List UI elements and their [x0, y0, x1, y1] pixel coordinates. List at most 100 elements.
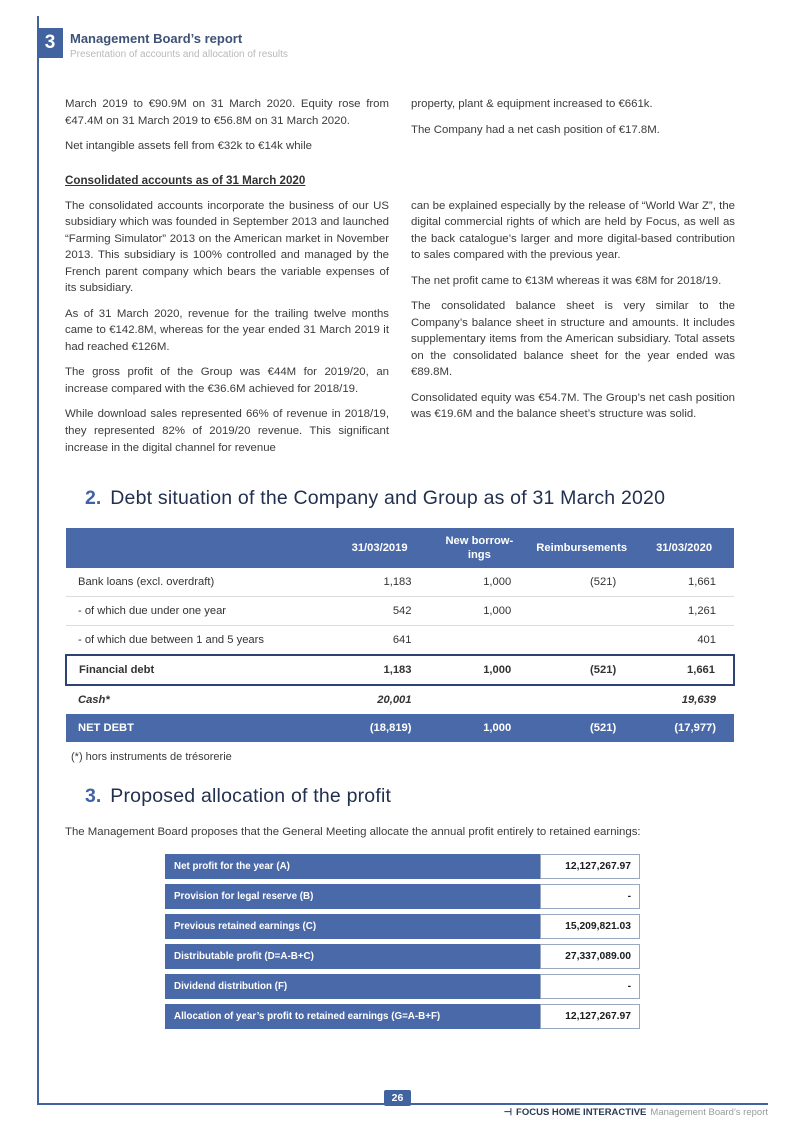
table-row-bank-loans: Bank loans (excl. overdraft) 1,183 1,000…: [66, 568, 734, 598]
consolidated-accounts-heading: Consolidated accounts as of 31 March 202…: [65, 173, 306, 187]
header-text: Management Board’s report Presentation o…: [70, 28, 288, 60]
allocation-row-legal-reserve: Provision for legal reserve (B) -: [165, 884, 640, 910]
debt-col-header-reimbursements: Reimbursements: [529, 528, 635, 569]
allocation-row-distributable-profit: Distributable profit (D=A-B+C) 27,337,08…: [165, 944, 640, 970]
allocation-value: 12,127,267.97: [540, 854, 640, 880]
allocation-label: Net profit for the year (A): [165, 854, 540, 880]
row-value: 1,000: [429, 596, 530, 627]
page-content: March 2019 to €90.9M on 31 March 2020. E…: [65, 96, 735, 1034]
paragraph: The gross profit of the Group was €44M f…: [65, 366, 389, 395]
allocation-intro: The Management Board proposes that the G…: [65, 826, 641, 839]
row-value: [529, 685, 634, 714]
table-row-net-debt: NET DEBT (18,819) 1,000 (521) (17,977): [66, 714, 734, 743]
footer-right: ⊣ FOCUS HOME INTERACTIVE Management Board’…: [504, 1107, 768, 1118]
table-row-due-between-1-and-5: - of which due between 1 and 5 years 641…: [66, 626, 734, 656]
row-value: 1,000: [483, 664, 512, 677]
row-label: Financial debt: [79, 664, 155, 677]
consolidated-columns: The consolidated accounts incorporate th…: [65, 198, 735, 465]
footer-label: Management Board’s report: [650, 1107, 768, 1118]
paragraph: March 2019 to €90.9M on 31 March 2020. E…: [65, 98, 389, 127]
allocation-label: Previous retained earnings (C): [165, 914, 540, 940]
allocation-table: Net profit for the year (A) 12,127,267.9…: [165, 854, 640, 1030]
paragraph: Consolidated equity was €54.7M. The Grou…: [411, 391, 735, 421]
row-value: (18,819): [329, 714, 430, 743]
table-row-due-under-one-year: - of which due under one year 542 1,000 …: [66, 596, 734, 627]
section-2-heading: 2. Debt situation of the Company and Gro…: [85, 487, 735, 510]
allocation-label: Allocation of year’s profit to retained …: [165, 1004, 540, 1030]
table-footnote: (*) hors instruments de trésorerie: [71, 751, 232, 764]
section-3-number: 3.: [85, 785, 102, 808]
row-value: (521): [590, 664, 617, 677]
section-3-title: Proposed allocation of the profit: [110, 785, 392, 808]
row-value: 1,183: [383, 664, 412, 677]
allocation-row-retained-earnings-allocation: Allocation of year’s profit to retained …: [165, 1004, 640, 1030]
section-2-number: 2.: [85, 487, 102, 510]
consolidated-right-column: can be explained especially by the relea…: [411, 198, 735, 465]
row-label: Bank loans (excl. overdraft): [66, 568, 330, 598]
allocation-value: -: [540, 974, 640, 1000]
table-row-cash: Cash* 20,001 19,639: [66, 685, 734, 714]
intro-left-column: March 2019 to €90.9M on 31 March 2020. E…: [65, 96, 389, 164]
paragraph: The net profit came to €13M whereas it w…: [411, 274, 722, 287]
chapter-number-badge: 3: [37, 28, 63, 58]
section-2-title: Debt situation of the Company and Group …: [110, 487, 666, 510]
row-value: 1,261: [634, 596, 734, 627]
allocation-row-previous-retained-earnings: Previous retained earnings (C) 15,209,82…: [165, 914, 640, 940]
debt-col-header-empty: [66, 528, 330, 569]
row-value: (17,977): [634, 714, 734, 743]
footer-mark-icon: ⊣: [503, 1107, 513, 1118]
allocation-label: Provision for legal reserve (B): [165, 884, 540, 910]
section-3-heading: 3. Proposed allocation of the profit: [85, 785, 735, 808]
allocation-value: 27,337,089.00: [540, 944, 640, 970]
row-value: (521): [529, 568, 635, 598]
debt-table: 31/03/2019 New borrow- ings Reimbursemen…: [65, 528, 735, 743]
row-value: 19,639: [681, 694, 716, 707]
consolidated-left-column: The consolidated accounts incorporate th…: [65, 198, 389, 465]
row-value: 401: [697, 634, 716, 647]
row-value: 1,000: [429, 568, 530, 598]
row-value: 641: [392, 634, 412, 647]
paragraph: As of 31 March 2020, revenue for the tra…: [65, 307, 389, 353]
intro-columns: March 2019 to €90.9M on 31 March 2020. E…: [65, 96, 735, 164]
allocation-row-net-profit: Net profit for the year (A) 12,127,267.9…: [165, 854, 640, 880]
header-subtitle: Presentation of accounts and allocation …: [70, 49, 288, 60]
row-value: [430, 626, 530, 656]
paragraph: Net intangible assets fell from €32k to …: [65, 140, 312, 153]
left-margin-rule: [37, 16, 39, 1105]
row-label: NET DEBT: [66, 714, 330, 743]
row-value: [430, 685, 530, 714]
debt-col-header-2019: 31/03/2019: [329, 528, 430, 569]
paragraph: The Company had a net cash position of €…: [411, 123, 660, 136]
row-label: - of which due between 1 and 5 years: [78, 634, 264, 647]
row-value: 542: [329, 596, 430, 627]
allocation-value: -: [540, 884, 640, 910]
allocation-label: Distributable profit (D=A-B+C): [165, 944, 540, 970]
allocation-label: Dividend distribution (F): [165, 974, 540, 1000]
debt-col-header-new-borrowings: New borrow- ings: [429, 528, 530, 569]
row-value: 1,661: [634, 568, 734, 598]
footer-brand: FOCUS HOME INTERACTIVE: [516, 1107, 647, 1118]
row-value: [529, 626, 634, 656]
paragraph: The consolidated accounts incorporate th…: [65, 199, 389, 295]
row-value: (521): [529, 714, 635, 743]
allocation-value: 12,127,267.97: [540, 1004, 640, 1030]
table-row-financial-debt: Financial debt 1,183 1,000 (521) 1,661: [66, 655, 734, 686]
paragraph: While download sales represented 66% of …: [65, 408, 389, 454]
allocation-row-dividend-distribution: Dividend distribution (F) -: [165, 974, 640, 1000]
row-value: 1,183: [329, 568, 430, 598]
row-label: Cash*: [78, 694, 110, 707]
header-title: Management Board’s report: [70, 31, 243, 46]
page-number-badge: 26: [384, 1090, 411, 1106]
paragraph: property, plant & equipment increased to…: [411, 98, 653, 110]
row-value: 20,001: [377, 694, 412, 707]
row-value: 1,661: [687, 664, 715, 677]
debt-col-header-2020: 31/03/2020: [634, 528, 734, 569]
page-header: 3 Management Board’s report Presentation…: [37, 28, 288, 60]
paragraph: can be explained especially by the relea…: [411, 199, 735, 262]
row-label: - of which due under one year: [66, 596, 330, 627]
allocation-value: 15,209,821.03: [540, 914, 640, 940]
intro-right-column: property, plant & equipment increased to…: [411, 96, 735, 164]
row-value: 1,000: [429, 714, 530, 743]
row-value: [529, 596, 635, 627]
